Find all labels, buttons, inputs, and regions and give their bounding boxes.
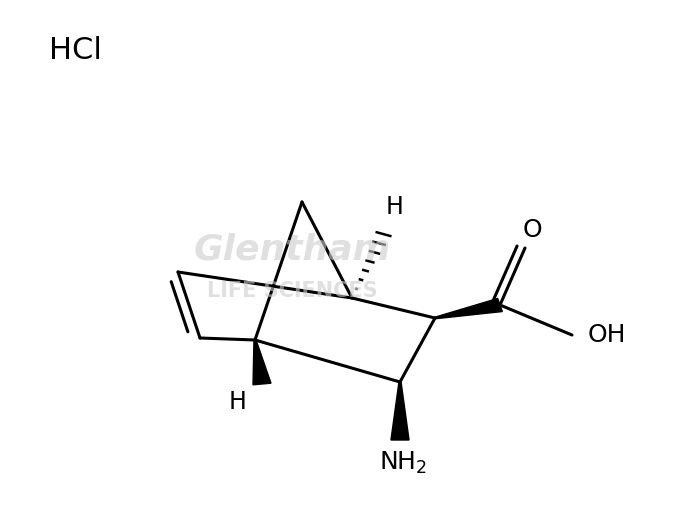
Text: OH: OH [587,323,626,347]
Text: H: H [386,195,404,219]
Text: O: O [522,218,541,242]
Polygon shape [435,298,503,319]
Text: HCl: HCl [49,36,102,66]
Text: Glentham: Glentham [193,232,391,267]
Polygon shape [391,382,409,440]
Text: NH$_2$: NH$_2$ [379,449,427,476]
Text: LIFE SCIENCES: LIFE SCIENCES [207,281,378,301]
Text: H: H [229,390,246,414]
Polygon shape [253,340,271,385]
